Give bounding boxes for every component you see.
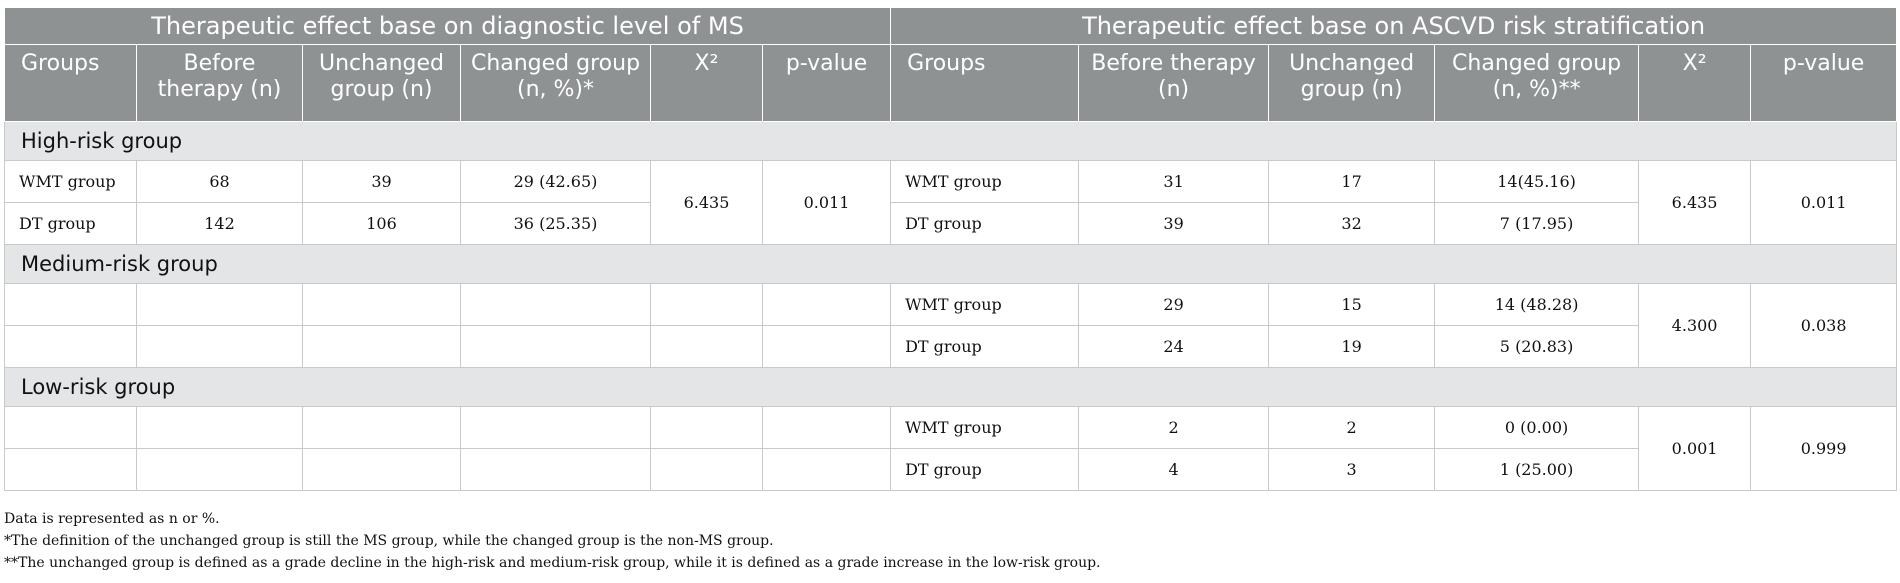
table-row: DT group 142 106 36 (25.35) DT group 39 … <box>4 202 1897 245</box>
cell: 0 (0.00) <box>1434 406 1640 449</box>
cell: 142 <box>136 202 303 245</box>
footnotes: Data is represented as n or %. *The defi… <box>4 508 1101 574</box>
results-table: Therapeutic effect base on diagnostic le… <box>3 7 1898 491</box>
col-header: Before therapy (n) <box>1078 44 1270 122</box>
cell: 2 <box>1268 406 1436 449</box>
p-value-cell: 0.011 <box>761 160 892 245</box>
section-label: Low-risk group <box>3 367 1898 407</box>
p-value-cell: 0.038 <box>1750 283 1898 368</box>
cell <box>460 406 651 449</box>
cell: 29 <box>1078 283 1270 326</box>
col-header: Changed group (n, %)* <box>460 44 651 122</box>
col-header: Groups <box>890 44 1080 122</box>
cell: 36 (25.35) <box>460 202 651 245</box>
cell: 29 (42.65) <box>460 160 651 203</box>
cell: 1 (25.00) <box>1434 448 1640 491</box>
cell <box>302 406 461 449</box>
col-header: Unchanged group (n) <box>1268 44 1436 122</box>
p-value-cell: 0.011 <box>1750 160 1898 245</box>
cell: 24 <box>1078 325 1270 368</box>
col-header: X² <box>650 44 763 122</box>
cell: WMT group <box>890 406 1080 449</box>
col-header: Before therapy (n) <box>136 44 303 122</box>
cell <box>136 448 303 491</box>
table-row: WMT group 29 15 14 (48.28) 4.300 0.038 <box>4 283 1898 368</box>
section-row: Medium-risk group <box>3 244 1898 284</box>
cell <box>460 283 651 326</box>
table-row: DT group 4 3 1 (25.00) <box>4 448 1897 491</box>
cell: 14(45.16) <box>1434 160 1640 203</box>
cell: 39 <box>1078 202 1270 245</box>
chi-square-cell: 4.300 <box>1638 283 1752 368</box>
chi-square-cell <box>650 406 763 449</box>
cell: DT group <box>890 448 1080 491</box>
cell: 31 <box>1078 160 1270 203</box>
cell <box>650 325 763 368</box>
footnote: Data is represented as n or %. <box>4 511 220 527</box>
group-header-row: Therapeutic effect base on diagnostic le… <box>3 7 1898 45</box>
column-header-row: Groups Before therapy (n) Unchanged grou… <box>4 44 1898 122</box>
table-row: DT group 24 19 5 (20.83) <box>4 325 1897 368</box>
section-label: Medium-risk group <box>3 244 1898 284</box>
footnote: **The unchanged group is defined as a gr… <box>4 555 1101 571</box>
section-row: High-risk group <box>3 121 1898 161</box>
cell: 17 <box>1268 160 1436 203</box>
cell: 3 <box>1268 448 1436 491</box>
table-container: Therapeutic effect base on diagnostic le… <box>3 7 1898 491</box>
cell: 68 <box>136 160 303 203</box>
footnote: *The definition of the unchanged group i… <box>4 533 774 549</box>
cell <box>650 448 763 491</box>
p-value-cell: 0.999 <box>1750 406 1898 491</box>
chi-square-cell: 6.435 <box>1638 160 1752 245</box>
cell: 32 <box>1268 202 1436 245</box>
col-header: p-value <box>1750 44 1898 122</box>
table-body: High-risk group WMT group 68 39 29 (42.6… <box>3 121 1898 491</box>
cell <box>136 283 303 326</box>
cell: DT group <box>890 202 1080 245</box>
cell <box>302 448 461 491</box>
cell: 7 (17.95) <box>1434 202 1640 245</box>
cell <box>4 283 137 326</box>
section-row: Low-risk group <box>3 367 1898 407</box>
chi-square-cell <box>650 283 763 326</box>
p-value-cell <box>761 283 892 326</box>
chi-square-cell: 0.001 <box>1638 406 1752 491</box>
cell <box>761 325 892 368</box>
cell: WMT group <box>4 160 137 203</box>
cell <box>302 283 461 326</box>
cell <box>460 325 651 368</box>
cell <box>302 325 461 368</box>
col-header: Groups <box>4 44 137 122</box>
table-row: WMT group 2 2 0 (0.00) 0.001 0.999 <box>4 406 1898 491</box>
cell <box>4 406 137 449</box>
cell <box>761 448 892 491</box>
cell: 4 <box>1078 448 1270 491</box>
cell: 19 <box>1268 325 1436 368</box>
cell <box>4 325 137 368</box>
col-header: X² <box>1638 44 1752 122</box>
cell <box>460 448 651 491</box>
cell: 15 <box>1268 283 1436 326</box>
cell: WMT group <box>890 160 1080 203</box>
cell: DT group <box>890 325 1080 368</box>
right-group-header: Therapeutic effect base on ASCVD risk st… <box>890 7 1898 45</box>
col-header: Unchanged group (n) <box>302 44 461 122</box>
cell <box>136 325 303 368</box>
left-group-header: Therapeutic effect base on diagnostic le… <box>3 7 892 45</box>
p-value-cell <box>761 406 892 449</box>
cell: 14 (48.28) <box>1434 283 1640 326</box>
chi-square-cell: 6.435 <box>650 160 763 245</box>
table-row: WMT group 68 39 29 (42.65) 6.435 0.011 W… <box>4 160 1898 245</box>
cell: 2 <box>1078 406 1270 449</box>
cell <box>136 406 303 449</box>
cell: WMT group <box>890 283 1080 326</box>
col-header: Changed group (n, %)** <box>1434 44 1640 122</box>
cell: DT group <box>4 202 137 245</box>
section-label: High-risk group <box>3 121 1898 161</box>
cell: 5 (20.83) <box>1434 325 1640 368</box>
cell <box>4 448 137 491</box>
cell: 39 <box>302 160 461 203</box>
col-header: p-value <box>761 44 892 122</box>
cell: 106 <box>302 202 461 245</box>
